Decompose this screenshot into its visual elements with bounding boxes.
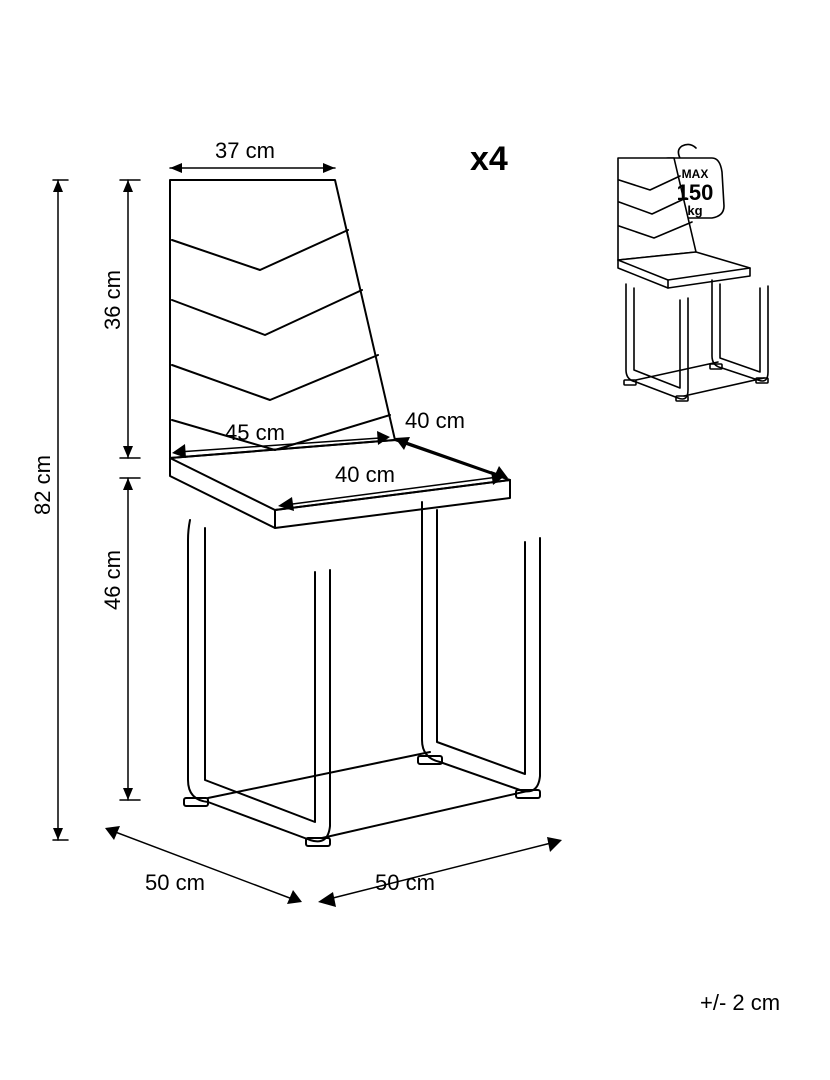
dim-seat-front-width: 40 cm	[335, 462, 395, 488]
dim-base-side: 50 cm	[145, 870, 205, 896]
dim-backrest-height: 36 cm	[100, 270, 126, 330]
dim-total-height: 82 cm	[30, 455, 56, 515]
dim-seat-width: 45 cm	[225, 420, 285, 446]
diagram-container: x4 +/- 2 cm 82 cm 36 cm 46 cm 37 cm 45 c…	[0, 0, 830, 1080]
max-load-label: MAX 150 kg	[670, 168, 720, 217]
max-load-text: MAX	[670, 168, 720, 181]
dim-seat-height: 46 cm	[100, 550, 126, 610]
max-load-value: 150	[670, 181, 720, 204]
dim-seat-depth-side: 40 cm	[405, 408, 465, 434]
quantity-label: x4	[470, 140, 508, 179]
dim-backrest-top-width: 37 cm	[215, 138, 275, 164]
tolerance-label: +/- 2 cm	[700, 990, 780, 1016]
dim-base-front: 50 cm	[375, 870, 435, 896]
max-load-unit: kg	[670, 204, 720, 218]
main-chair-drawing	[50, 140, 570, 920]
